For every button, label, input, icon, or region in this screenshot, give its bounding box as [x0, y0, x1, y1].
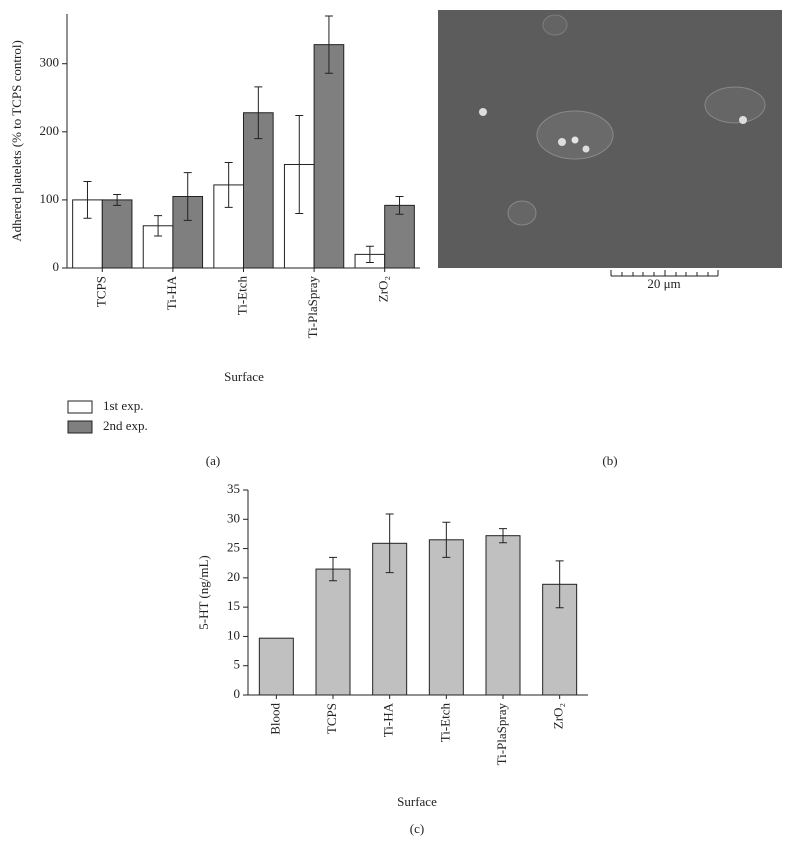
x-tick-label: ZrO₂: [551, 703, 566, 729]
error-bar: [83, 181, 92, 219]
y-tick-label: 30: [227, 510, 240, 525]
x-tick-label: Ti-Etch: [234, 276, 249, 316]
y-axis-label: Adhered platelets (% to TCPS control): [9, 40, 24, 242]
y-tick-label: 25: [227, 540, 240, 555]
platelet: [571, 136, 579, 144]
platelet: [582, 145, 590, 153]
y-tick-label: 15: [227, 598, 240, 613]
legend-swatch: [67, 400, 93, 414]
bar: [101, 199, 133, 269]
legend-label: 2nd exp.: [103, 418, 148, 433]
y-tick-label: 100: [40, 191, 60, 206]
error-bar: [499, 528, 507, 544]
platelet: [558, 138, 566, 146]
bar: [485, 535, 521, 696]
y-tick-label: 10: [227, 627, 240, 642]
y-tick-label: 200: [40, 123, 60, 138]
y-tick-label: 35: [227, 481, 240, 496]
error-bar: [224, 161, 233, 208]
x-tick-label: ZrO₂: [376, 276, 391, 302]
legend-label: 1st exp.: [103, 398, 143, 413]
x-tick-label: Blood: [267, 703, 282, 735]
y-tick-label: 0: [234, 686, 241, 701]
error-bar: [183, 172, 192, 221]
panel-label: (a): [206, 453, 220, 468]
cell: [536, 110, 614, 160]
cell: [704, 86, 766, 124]
platelet: [739, 116, 747, 124]
error-bar: [442, 521, 451, 558]
panel-label: (b): [602, 453, 617, 468]
x-tick-label: Ti-PlaSpray: [305, 276, 320, 339]
error-bar: [365, 245, 374, 264]
y-tick-label: 5: [234, 657, 241, 672]
platelet: [479, 108, 487, 116]
scale-bar-label: 20 μm: [647, 276, 680, 291]
x-tick-label: TCPS: [324, 703, 339, 734]
bar: [313, 44, 345, 269]
error-bar: [555, 560, 564, 609]
x-tick-label: Ti-PlaSpray: [494, 703, 509, 766]
error-bar: [324, 15, 333, 74]
bar: [384, 204, 415, 269]
x-tick-label: Ti-HA: [381, 702, 396, 737]
bar: [258, 637, 294, 696]
error-bar: [154, 215, 163, 237]
y-tick-label: 300: [40, 55, 60, 70]
error-bar: [254, 86, 263, 140]
y-tick-label: 20: [227, 569, 240, 584]
bar: [315, 568, 351, 696]
x-axis-label: Surface: [224, 369, 264, 384]
y-axis-label: 5-HT (ng/mL): [196, 555, 211, 630]
error-bar: [295, 114, 304, 215]
cell: [507, 200, 537, 226]
cell: [542, 14, 568, 36]
x-tick-label: Ti-Etch: [437, 703, 452, 743]
x-axis-label: Surface: [397, 794, 437, 809]
legend-swatch: [67, 420, 93, 434]
micrograph: 20 μm (b): [438, 10, 782, 468]
error-bar: [385, 513, 394, 574]
y-tick-label: 0: [53, 259, 60, 274]
bar: [428, 539, 464, 696]
x-tick-label: TCPS: [93, 276, 108, 307]
error-bar: [113, 193, 122, 206]
panel-label: (c): [410, 821, 424, 836]
error-bar: [395, 195, 404, 215]
x-tick-label: Ti-HA: [164, 275, 179, 310]
error-bar: [329, 556, 337, 582]
scale-bar: [610, 270, 719, 277]
